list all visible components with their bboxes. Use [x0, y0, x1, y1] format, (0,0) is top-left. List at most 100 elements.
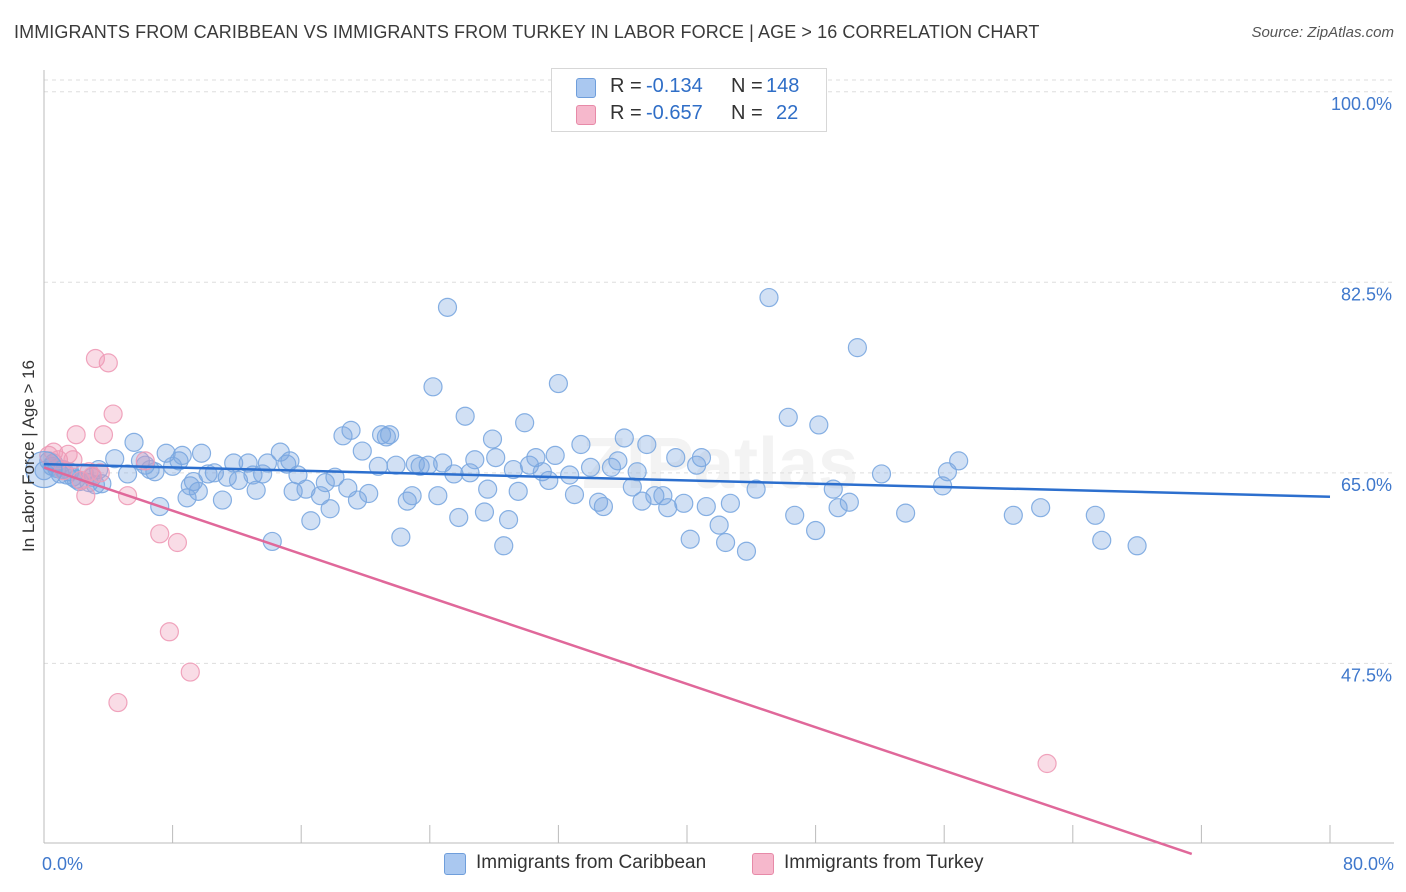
caribbean-point	[117, 464, 138, 484]
caribbean-point	[508, 481, 528, 501]
caribbean-point	[805, 520, 826, 541]
turkey-point	[76, 486, 96, 506]
caribbean-point	[674, 493, 694, 513]
caribbean-point	[228, 470, 249, 491]
caribbean-point	[437, 297, 458, 317]
caribbean-point	[614, 428, 634, 448]
legend-r-label: R =	[610, 102, 642, 124]
caribbean-point	[246, 480, 266, 500]
caribbean-point	[571, 434, 591, 455]
caribbean-point	[386, 455, 406, 475]
legend-n-value-caribbean: 148	[766, 75, 800, 97]
caribbean-point	[474, 502, 495, 522]
legend-n-value-turkey: 22	[776, 102, 799, 124]
caribbean-point	[709, 515, 729, 535]
caribbean-point	[428, 486, 448, 506]
caribbean-point	[257, 453, 278, 473]
turkey-point	[98, 353, 118, 373]
caribbean-point	[564, 485, 585, 505]
caribbean-point	[449, 507, 469, 528]
caribbean-point	[736, 541, 757, 561]
caribbean-point	[494, 536, 514, 556]
caribbean-point	[465, 450, 485, 470]
legend-swatch-turkey	[576, 105, 596, 125]
turkey-point	[90, 463, 110, 483]
caribbean-point	[478, 479, 498, 499]
caribbean-point	[593, 496, 614, 517]
caribbean-point	[1003, 505, 1023, 525]
caribbean-point	[1085, 505, 1105, 525]
caribbean-point	[124, 432, 144, 452]
caribbean-point	[402, 486, 422, 506]
legend-r-value-turkey: -0.657	[646, 102, 703, 124]
caribbean-point	[320, 499, 340, 519]
caribbean-point	[188, 481, 208, 501]
caribbean-point	[548, 373, 569, 394]
axes	[43, 70, 1394, 844]
caribbean-point	[352, 441, 372, 461]
caribbean-point	[191, 443, 212, 463]
bottom-legend-label-turkey: Immigrants from Turkey	[784, 852, 984, 873]
caribbean-point	[696, 496, 716, 517]
caribbean-point	[410, 456, 430, 476]
caribbean-point	[680, 529, 700, 549]
caribbean-point	[498, 510, 519, 530]
caribbean-point	[949, 451, 969, 471]
caribbean-point	[1092, 530, 1112, 550]
turkey-point	[167, 532, 188, 553]
caribbean-point	[169, 451, 189, 471]
caribbean-point	[177, 488, 197, 508]
turkey-point	[93, 425, 114, 445]
caribbean-point	[212, 490, 233, 510]
bottom-legend-swatch-turkey	[752, 853, 774, 875]
caribbean-cluster-point	[25, 450, 63, 489]
caribbean-point	[224, 453, 244, 473]
caribbean-point	[809, 415, 829, 435]
caribbean-point	[455, 406, 475, 426]
caribbean-point	[785, 505, 805, 525]
grid-lines	[44, 79, 1394, 664]
turkey-point	[159, 622, 179, 642]
caribbean-point	[627, 462, 647, 482]
caribbean-point	[560, 465, 580, 485]
y-tick-label: 100.0%	[1331, 94, 1392, 114]
caribbean-point	[691, 447, 712, 468]
y-tick-label: 65.0%	[1341, 475, 1392, 495]
turkey-point	[108, 692, 128, 713]
caribbean-point	[580, 457, 601, 477]
legend-r-value-caribbean: -0.134	[646, 75, 703, 97]
caribbean-point	[1127, 536, 1147, 556]
caribbean-trend-line	[43, 462, 1331, 499]
caribbean-point	[1031, 498, 1051, 518]
caribbean-point	[238, 453, 258, 473]
turkey-point	[103, 404, 123, 424]
tick-labels: 47.5% 65.0% 82.5% 100.0% 0.0% 80.0%	[42, 94, 1394, 874]
caribbean-point	[896, 503, 916, 523]
caribbean-point	[347, 490, 368, 510]
bottom-legend-swatch-caribbean	[444, 853, 466, 875]
caribbean-point	[172, 445, 192, 466]
turkey-point	[1037, 753, 1057, 774]
turkey-point	[85, 348, 106, 369]
turkey-point	[180, 662, 200, 682]
caribbean-point	[645, 486, 665, 506]
caribbean-point	[759, 287, 779, 308]
caribbean-point	[482, 429, 503, 449]
caribbean-point	[545, 445, 565, 466]
trend-lines	[43, 462, 1331, 856]
x-tick-label: 80.0%	[1343, 854, 1394, 874]
chart-source: Source: ZipAtlas.com	[1251, 24, 1394, 41]
watermark: ZIPatlas	[582, 424, 858, 504]
caribbean-point	[140, 459, 160, 480]
bottom-legend-label-caribbean: Immigrants from Caribbean	[476, 852, 707, 873]
chart-title: IMMIGRANTS FROM CARIBBEAN VS IMMIGRANTS …	[14, 22, 1040, 42]
caribbean-point	[778, 407, 798, 427]
y-axis-label: In Labor Force | Age > 16	[19, 360, 38, 552]
caribbean-point	[715, 532, 736, 553]
caribbean-point	[301, 511, 321, 531]
caribbean-point	[359, 483, 379, 504]
caribbean-point	[315, 473, 335, 493]
caribbean-point	[871, 464, 892, 484]
caribbean-point	[105, 449, 125, 469]
